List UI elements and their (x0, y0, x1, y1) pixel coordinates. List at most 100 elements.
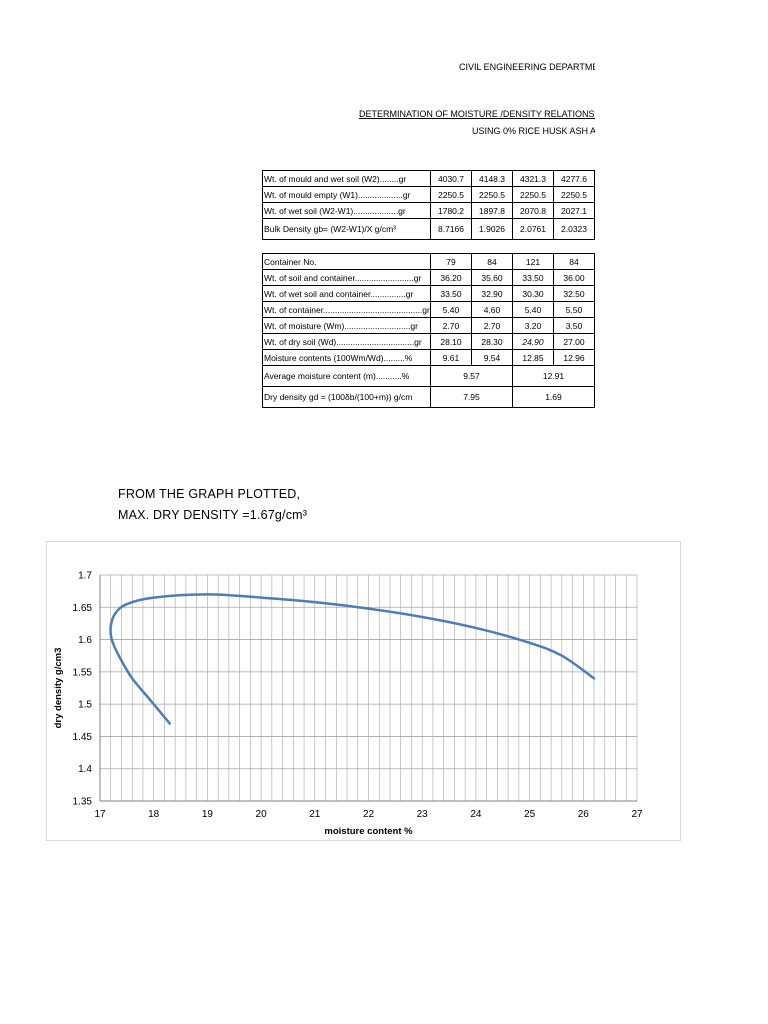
row-label: Wt. of mould and wet soil (W2)........gr (262, 170, 431, 187)
moisture-content-table: Container No. 79 84 121 84 Wt. of soil and co… (262, 253, 595, 408)
table-cell: 4030.7 (430, 170, 472, 187)
y-tick-label: 1.5 (78, 700, 92, 711)
x-tick-label: 25 (524, 809, 536, 820)
table-cell: 2.70 (430, 317, 472, 334)
table-row: Moisture contents (100Wm/Wd).........% 9.… (262, 349, 595, 366)
y-tick-label: 1.65 (73, 603, 93, 614)
row-label: Average moisture content (m)...........% (262, 365, 431, 387)
table-row: Container No. 79 84 121 84 (262, 253, 595, 270)
table-cell: 12.85 (512, 349, 554, 366)
table-cell: 1780.2 (430, 202, 472, 219)
row-label: Wt. of container........................… (262, 301, 431, 318)
table-cell: 28.10 (430, 333, 472, 350)
table-cell: 12.91 (512, 365, 595, 387)
table-cell: 2.0323 (553, 218, 595, 240)
table-cell: 4321.3 (512, 170, 554, 187)
table-row: Wt. of wet soil (W2-W1).................… (262, 202, 595, 219)
table-row: Wt. of moisture (Wm)....................… (262, 317, 595, 334)
row-label: Dry density gd = (100δb/(100+m)) g/cm (262, 386, 431, 408)
table-cell: 79 (430, 253, 472, 270)
table-cell: 4277.6 (553, 170, 595, 187)
max-dry-density-note: MAX. DRY DENSITY =1.67g/cm³ (118, 508, 308, 522)
table-row: Wt. of mould and wet soil (W2)........gr… (262, 170, 595, 187)
table-cell: 1.69 (512, 386, 595, 408)
table-cell: 2250.5 (553, 186, 595, 203)
table-cell: 33.50 (512, 269, 554, 286)
table-row: Wt. of mould empty (W1).................… (262, 186, 595, 203)
table-cell: 84 (553, 253, 595, 270)
x-tick-label: 20 (256, 809, 268, 820)
table-cell: 12.96 (553, 349, 595, 366)
x-tick-label: 18 (148, 809, 160, 820)
row-label: Moisture contents (100Wm/Wd).........% (262, 349, 431, 366)
table-cell: 2250.5 (512, 186, 554, 203)
table-cell: 4148.3 (471, 170, 513, 187)
table-cell: 33.50 (430, 285, 472, 302)
table-cell: 35.60 (471, 269, 513, 286)
x-tick-label: 17 (94, 809, 106, 820)
table-row: Wt. of dry soil (Wd)....................… (262, 333, 595, 350)
y-tick-label: 1.4 (78, 764, 92, 775)
series-line (109, 593, 596, 725)
x-axis-label: moisture content % (324, 826, 413, 837)
table-cell: 1.9026 (471, 218, 513, 240)
using-subtitle: USING 0% RICE HUSK ASH ANI (472, 126, 595, 136)
table-cell: 5.40 (430, 301, 472, 318)
table-row: Dry density gd = (100δb/(100+m)) g/cm 7.9… (262, 386, 595, 408)
row-label: Container No. (262, 253, 431, 270)
row-label: Wt. of dry soil (Wd)....................… (262, 333, 431, 350)
table-cell: 7.95 (430, 386, 513, 408)
y-axis-label: dry density g/cm3 (53, 648, 64, 729)
moisture-density-chart: 17 18 19 20 21 22 23 24 25 26 27 1.35 1.4 1.45 1.5 1.55… (53, 571, 643, 838)
graph-note: FROM THE GRAPH PLOTTED, (118, 487, 301, 501)
row-label: Wt. of moisture (Wm)....................… (262, 317, 431, 334)
table-cell: 9.54 (471, 349, 513, 366)
table-cell: 9.57 (430, 365, 513, 387)
determination-title: DETERMINATION OF MOISTURE /DENSITY RELAT… (359, 109, 595, 119)
table-cell: 8.7166 (430, 218, 472, 240)
x-tick-label: 21 (309, 809, 321, 820)
table-row: Wt. of container........................… (262, 301, 595, 318)
table-row: Bulk Density gb= (W2-W1)/X g/cm³ 8.7166 1.… (262, 218, 595, 240)
bulk-density-table: Wt. of mould and wet soil (W2)........gr… (262, 170, 595, 240)
x-tick-label: 22 (363, 809, 375, 820)
x-tick-label: 23 (417, 809, 429, 820)
y-tick-label: 1.7 (78, 571, 92, 582)
table-cell: 36.00 (553, 269, 595, 286)
table-row: Wt. of soil and container...............… (262, 269, 595, 286)
table-cell: 1897.8 (471, 202, 513, 219)
table-row: Wt. of wet soil and container...........… (262, 285, 595, 302)
y-tick-label: 1.35 (73, 797, 93, 808)
y-tick-label: 1.45 (73, 732, 93, 743)
table-cell: 24.90 (512, 333, 554, 350)
row-label: Wt. of wet soil (W2-W1).................… (262, 202, 431, 219)
table-cell: 5.50 (553, 301, 595, 318)
y-tick-label: 1.55 (73, 667, 93, 678)
table-cell: 32.90 (471, 285, 513, 302)
table-cell: 36.20 (430, 269, 472, 286)
table-cell: 84 (471, 253, 513, 270)
x-tick-label: 19 (202, 809, 214, 820)
table-cell: 2250.5 (430, 186, 472, 203)
table-cell: 3.50 (553, 317, 595, 334)
table-cell: 2070.8 (512, 202, 554, 219)
x-tick-label: 26 (578, 809, 590, 820)
table-cell: 5.40 (512, 301, 554, 318)
x-tick-label: 27 (631, 809, 643, 820)
table-cell: 3.20 (512, 317, 554, 334)
table-cell: 2250.5 (471, 186, 513, 203)
table-cell: 2.70 (471, 317, 513, 334)
table-cell: 121 (512, 253, 554, 270)
chart-container: 17 18 19 20 21 22 23 24 25 26 27 1.35 1.4 1.45 1.5 1.55… (46, 541, 681, 841)
table-cell: 27.00 (553, 333, 595, 350)
row-label: Wt. of soil and container...............… (262, 269, 431, 286)
table-cell: 28.30 (471, 333, 513, 350)
y-tick-label: 1.6 (78, 635, 92, 646)
table-cell: 9.61 (430, 349, 472, 366)
table-cell: 32.50 (553, 285, 595, 302)
table-row: Average moisture content (m)...........%… (262, 365, 595, 387)
table-cell: 30.30 (512, 285, 554, 302)
table-cell: 4.60 (471, 301, 513, 318)
x-tick-label: 24 (470, 809, 482, 820)
table-cell: 2.0761 (512, 218, 554, 240)
